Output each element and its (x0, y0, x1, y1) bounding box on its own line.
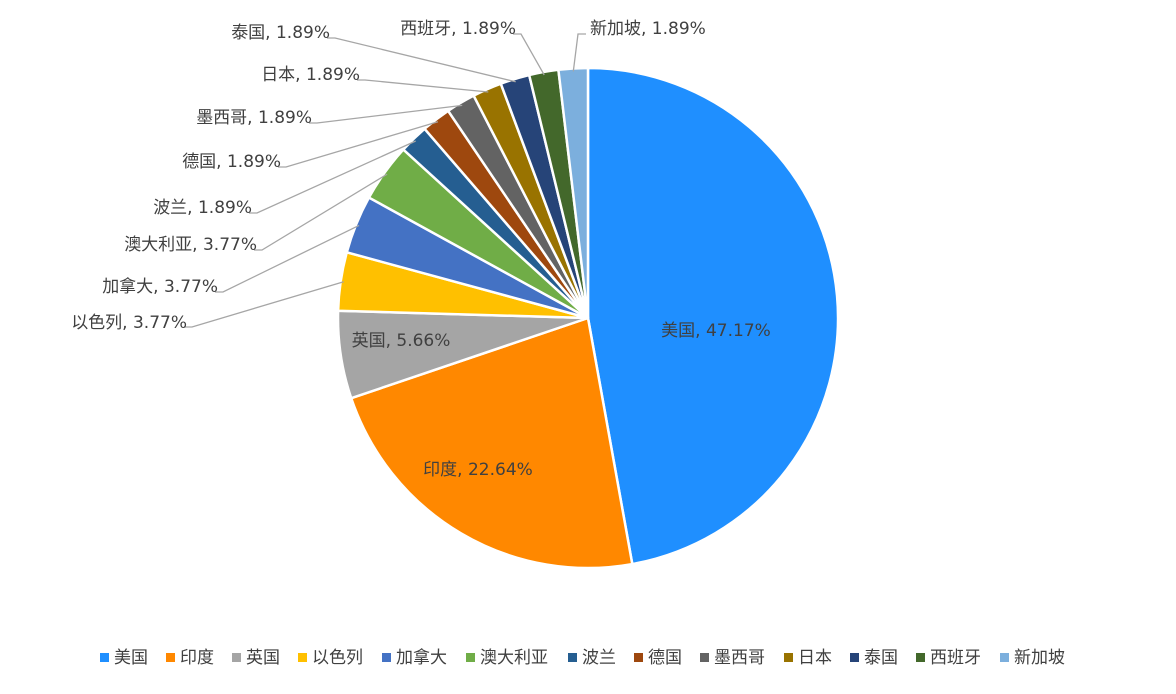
pie-slices (336, 66, 840, 570)
data-label-4: 以色列, 3.77% (71, 313, 187, 333)
legend-label-8: 德国 (648, 648, 682, 668)
legend-swatch-4 (298, 653, 307, 662)
pie-slice-2 (349, 316, 634, 570)
leader-line-9 (309, 104, 463, 124)
leader-line-11 (327, 37, 516, 83)
legend-label-13: 新加坡 (1014, 648, 1065, 668)
legend-swatch-5 (382, 653, 391, 662)
legend-label-1: 美国 (114, 648, 148, 668)
data-label-2: 印度, 22.64% (423, 460, 533, 480)
data-label-6: 澳大利亚, 3.77% (124, 235, 257, 255)
legend-swatch-6 (466, 653, 475, 662)
legend-swatch-10 (784, 653, 793, 662)
leader-lines (184, 33, 586, 328)
legend-label-12: 西班牙 (930, 648, 981, 668)
leader-line-6 (254, 173, 388, 251)
data-label-11: 泰国, 1.89% (231, 23, 330, 43)
legend-label-5: 加拿大 (396, 647, 447, 668)
leader-line-4 (184, 281, 344, 328)
legend-label-2: 印度 (180, 648, 214, 668)
data-label-5: 加拿大, 3.77% (102, 276, 218, 297)
legend: 美国 印度 英国 以色列 加拿大 澳大利亚 波兰 德国 墨西哥 日本 泰国 西班牙 新加坡 (100, 647, 1065, 668)
data-label-10: 日本, 1.89% (261, 65, 360, 85)
data-label-7: 波兰, 1.89% (153, 198, 252, 218)
data-label-13: 新加坡, 1.89% (590, 19, 706, 39)
legend-label-6: 澳大利亚 (480, 648, 548, 668)
legend-swatch-3 (232, 653, 241, 662)
data-label-8: 德国, 1.89% (182, 152, 281, 172)
data-label-9: 墨西哥, 1.89% (196, 108, 312, 128)
data-label-3: 英国, 5.66% (352, 331, 451, 351)
pie-slice-1 (586, 66, 840, 566)
legend-label-10: 日本 (798, 648, 832, 668)
legend-label-4: 以色列 (312, 648, 363, 668)
leader-line-8 (278, 121, 439, 168)
legend-swatch-13 (1000, 653, 1009, 662)
leader-line-7 (249, 140, 416, 214)
legend-label-3: 英国 (246, 648, 280, 668)
data-label-12: 西班牙, 1.89% (400, 19, 516, 39)
data-label-1: 美国, 47.17% (661, 321, 771, 341)
legend-swatch-12 (916, 653, 925, 662)
leader-line-5 (215, 224, 360, 293)
legend-swatch-9 (700, 653, 709, 662)
legend-swatch-2 (166, 653, 175, 662)
leader-line-10 (357, 79, 489, 93)
legend-swatch-1 (100, 653, 109, 662)
leader-line-13 (572, 33, 586, 72)
data-labels: 美国, 47.17% 印度, 22.64% 英国, 5.66% 以色列, 3.77% 加… (71, 19, 771, 480)
legend-label-11: 泰国 (864, 648, 898, 668)
legend-swatch-8 (634, 653, 643, 662)
legend-label-7: 波兰 (582, 648, 616, 668)
leader-line-12 (513, 33, 545, 76)
legend-swatch-11 (850, 653, 859, 662)
legend-label-9: 墨西哥 (714, 648, 765, 668)
legend-swatch-7 (568, 653, 577, 662)
